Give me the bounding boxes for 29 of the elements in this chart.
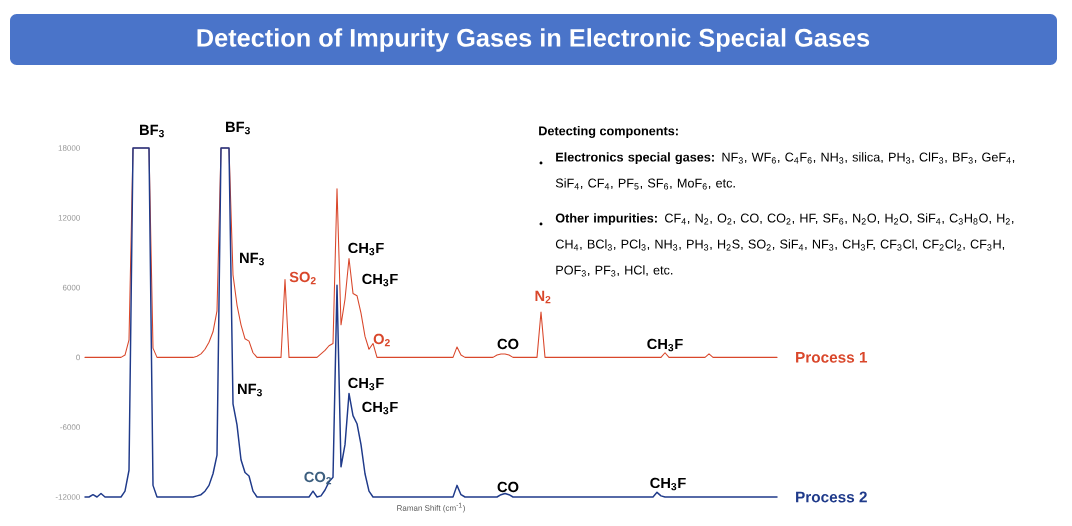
y-tick-label: 6000 <box>62 284 80 291</box>
annotation: NF$_{3}$ <box>238 383 262 397</box>
annotation: SO$_{2}$ <box>289 271 316 285</box>
x-axis-title: Raman Shift (cm$^{-1}$) <box>397 502 465 513</box>
chart-title: Detection of Impurity Gases in Electronic Special Gases <box>197 28 870 52</box>
y-tick-label: 18000 <box>58 145 80 151</box>
annotation: CH$_{3}$F <box>348 377 384 391</box>
text: BF$_{3}$ <box>140 124 164 138</box>
y-tick-label: 12000 <box>58 214 80 221</box>
annotation: CH$_{3}$F <box>362 401 398 415</box>
text: Detecting components: <box>539 126 678 138</box>
y-tick-label: 0 <box>76 354 80 361</box>
annotation: CH$_{3}$F <box>362 273 398 287</box>
series-label: Process 1 <box>796 352 868 363</box>
annotation: CH$_{3}$F <box>348 242 384 256</box>
annotation: CH$_{3}$F <box>650 477 686 491</box>
annotation: CO <box>497 481 519 493</box>
text: Electronics special gases: NF$_{3}$, WF$_{6}$, C$_{4}$F$_{6}$, NH$_{3}$, silica, PH$_{3}$, ClF$_{3}$, BF$_{3}$, GeF$_{4}$, SiF$_{4}$, CF$_{4}$, PF$_{5}$, SF$_{6}$, MoF$_{6}$, etc. <box>555 152 1015 190</box>
annotation: CH$_{3}$F <box>647 338 683 352</box>
annotation: CO <box>497 338 519 350</box>
annotation: N$_{2}$ <box>535 290 551 304</box>
series-label: Process 2 <box>796 491 867 503</box>
text: Other impurities: CF$_{4}$, N$_{2}$, O$_{2}$, CO, CO$_{2}$, HF, SF$_{6}$, N$_{2}$O, H$_{2}$O, SiF$_{4}$, C$_{3}$H$_{8}$O, H$_{2}$, CH$_{4}$, BCl$_{3}$, PCl$_{3}$, NH$_{3}$, PH$_{3}$, H$_{2}$S, SO$_{2}$, SiF$_{4}$, NF$_{3}$, CH$_{3}$F, CF$_{3}$Cl, CF$_{2}$Cl$_{2}$, CF$_{3}$H, POF$_{3}$, PF$_{3}$, HCl, etc. <box>555 213 1014 277</box>
annotation: O$_{2}$ <box>373 333 390 347</box>
y-tick-label: -6000 <box>60 424 80 431</box>
text: BF$_{3}$ <box>226 121 250 135</box>
annotation: NF$_{3}$ <box>240 252 264 266</box>
annotation: CO$_{2}$ <box>304 471 332 485</box>
y-tick-label: -12000 <box>55 494 80 500</box>
